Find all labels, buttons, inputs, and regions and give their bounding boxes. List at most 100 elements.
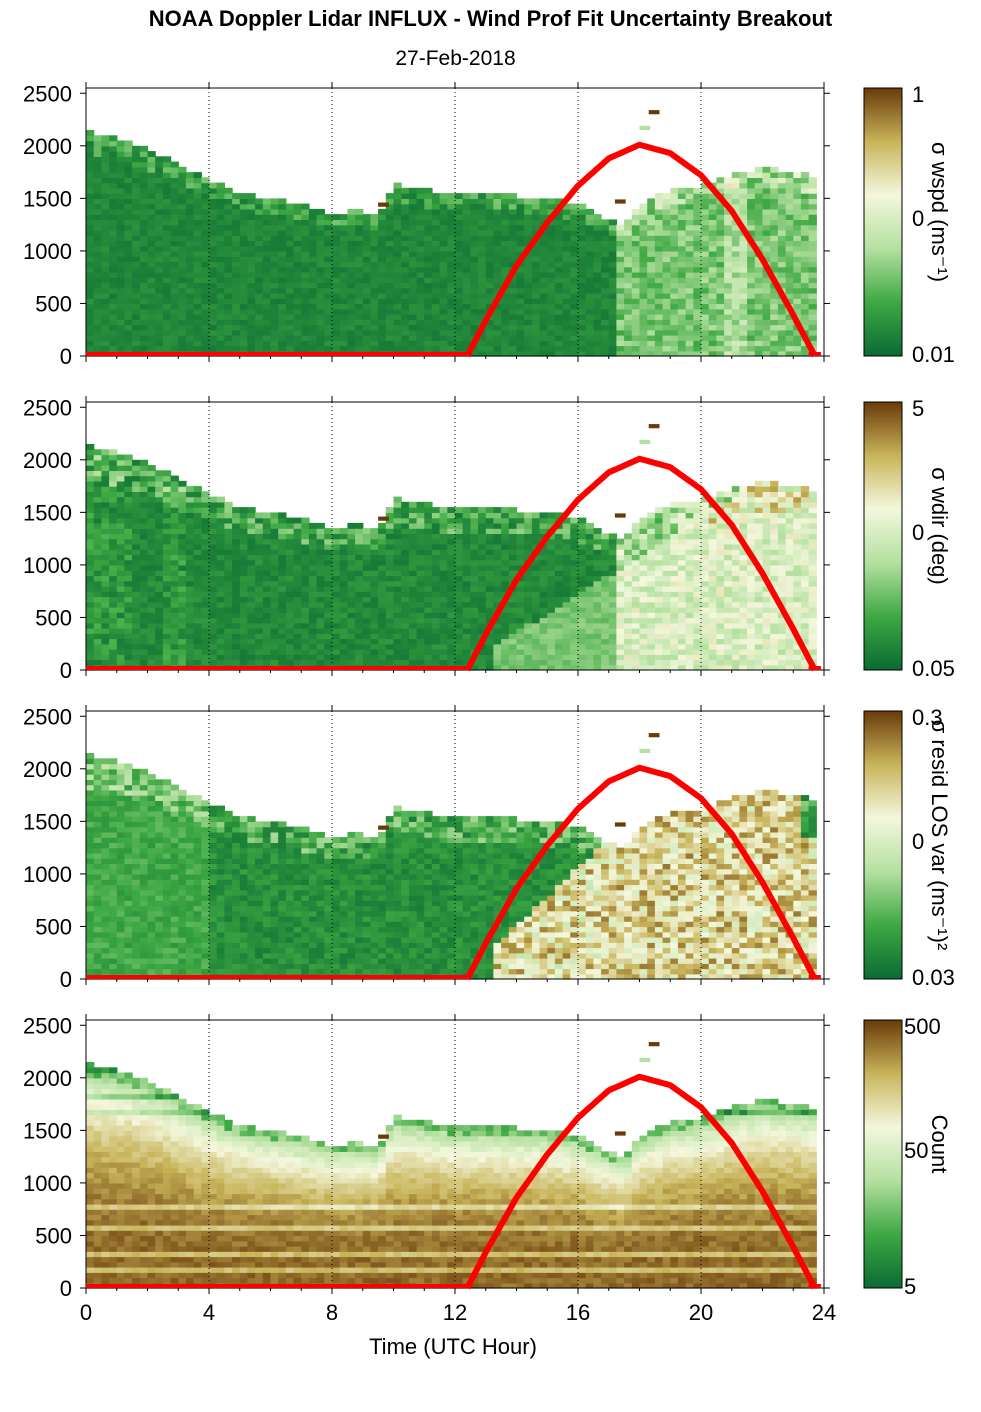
heatmap-cell bbox=[155, 224, 164, 231]
heatmap-cell bbox=[516, 596, 525, 603]
heatmap-cell bbox=[332, 570, 341, 577]
heatmap-cell bbox=[247, 601, 256, 608]
heatmap-cell bbox=[362, 575, 372, 582]
heatmap-cell bbox=[724, 261, 733, 268]
heatmap-cell bbox=[86, 486, 95, 492]
heatmap-cell bbox=[408, 580, 418, 587]
heatmap-cell bbox=[109, 219, 118, 226]
heatmap-cell bbox=[147, 219, 156, 226]
heatmap-cell bbox=[570, 266, 579, 273]
heatmap-cell bbox=[593, 345, 602, 352]
heatmap-cell bbox=[147, 261, 156, 268]
heatmap-cell bbox=[385, 250, 395, 257]
heatmap-cell bbox=[439, 214, 448, 220]
heatmap-cell bbox=[385, 606, 395, 613]
heatmap-cell bbox=[332, 617, 341, 624]
heatmap-cell bbox=[501, 512, 510, 519]
heatmap-cell bbox=[247, 250, 256, 257]
heatmap-cell bbox=[762, 277, 771, 284]
heatmap-cell bbox=[601, 340, 610, 347]
heatmap-cell bbox=[808, 208, 817, 215]
heatmap-cell bbox=[408, 282, 418, 289]
heatmap-cell bbox=[270, 214, 279, 220]
heatmap-cell bbox=[455, 522, 464, 529]
heatmap-cell bbox=[178, 229, 187, 236]
heatmap-cell bbox=[685, 229, 694, 236]
heatmap-cell bbox=[424, 250, 433, 257]
heatmap-cell bbox=[708, 314, 717, 320]
heatmap-cell bbox=[470, 601, 479, 608]
heatmap-cell bbox=[239, 538, 249, 545]
heatmap-cell bbox=[501, 564, 510, 571]
heatmap-cell bbox=[770, 224, 779, 231]
heatmap-cell bbox=[339, 245, 348, 252]
heatmap-cell bbox=[754, 177, 764, 184]
heatmap-cell bbox=[170, 486, 179, 492]
heatmap-cell bbox=[86, 564, 95, 571]
heatmap-cell bbox=[516, 303, 525, 310]
heatmap-cell bbox=[562, 324, 571, 331]
heatmap-cell bbox=[416, 522, 425, 529]
heatmap-cell bbox=[316, 319, 325, 326]
heatmap-cell bbox=[109, 287, 118, 294]
heatmap-cell bbox=[777, 235, 787, 241]
heatmap-cell bbox=[455, 643, 464, 650]
heatmap-cell bbox=[239, 287, 249, 294]
heatmap-cell bbox=[324, 271, 333, 278]
heatmap-cell bbox=[739, 214, 748, 220]
heatmap-cell bbox=[185, 538, 195, 545]
heatmap-cell bbox=[631, 235, 641, 241]
heatmap-cell bbox=[508, 229, 518, 236]
heatmap-cell bbox=[378, 633, 387, 640]
heatmap-cell bbox=[201, 287, 210, 294]
heatmap-cell bbox=[447, 517, 456, 524]
heatmap-cell bbox=[677, 266, 687, 273]
heatmap-cell bbox=[247, 622, 256, 629]
heatmap-cell bbox=[693, 240, 702, 247]
heatmap-cell bbox=[378, 622, 387, 629]
heatmap-cell bbox=[393, 303, 402, 310]
heatmap-cell bbox=[86, 444, 95, 450]
heatmap-cell bbox=[547, 256, 556, 263]
heatmap-cell bbox=[178, 282, 187, 289]
heatmap-cell bbox=[332, 266, 341, 273]
heatmap-cell bbox=[232, 240, 241, 247]
heatmap-cell bbox=[86, 340, 95, 347]
heatmap-cell bbox=[439, 198, 448, 205]
heatmap-cell bbox=[654, 219, 664, 226]
heatmap-cell bbox=[554, 329, 564, 336]
heatmap-cell bbox=[147, 643, 156, 650]
heatmap-cell bbox=[316, 538, 325, 545]
heatmap-cell bbox=[570, 250, 579, 257]
heatmap-cell bbox=[86, 501, 95, 508]
heatmap-cell bbox=[362, 622, 372, 629]
heatmap-cell bbox=[132, 329, 141, 336]
heatmap-cell bbox=[493, 308, 502, 315]
heatmap-cell bbox=[355, 585, 364, 592]
heatmap-cell bbox=[447, 340, 456, 347]
heatmap-cell bbox=[762, 193, 771, 199]
heatmap-cell bbox=[785, 224, 794, 231]
heatmap-cell bbox=[470, 329, 479, 336]
heatmap-cell bbox=[478, 533, 487, 540]
heatmap-cell bbox=[708, 240, 717, 247]
heatmap-cell bbox=[247, 329, 256, 336]
heatmap-cell bbox=[178, 271, 187, 278]
heatmap-cell bbox=[501, 345, 510, 352]
heatmap-cell bbox=[439, 245, 448, 252]
heatmap-cell bbox=[654, 271, 664, 278]
heatmap-cell bbox=[385, 245, 395, 252]
heatmap-cell bbox=[332, 538, 341, 545]
heatmap-cell bbox=[216, 182, 225, 189]
heatmap-cell bbox=[524, 235, 533, 241]
heatmap-cells bbox=[86, 424, 817, 671]
heatmap-cell bbox=[624, 261, 633, 268]
heatmap-cell bbox=[216, 633, 225, 640]
heatmap-cell bbox=[255, 308, 264, 315]
heatmap-cell bbox=[308, 601, 318, 608]
heatmap-cell bbox=[508, 649, 518, 655]
heatmap-cell bbox=[547, 277, 556, 284]
heatmap-cell bbox=[793, 256, 802, 263]
heatmap-cell bbox=[339, 570, 348, 577]
heatmap-cell bbox=[547, 324, 556, 331]
